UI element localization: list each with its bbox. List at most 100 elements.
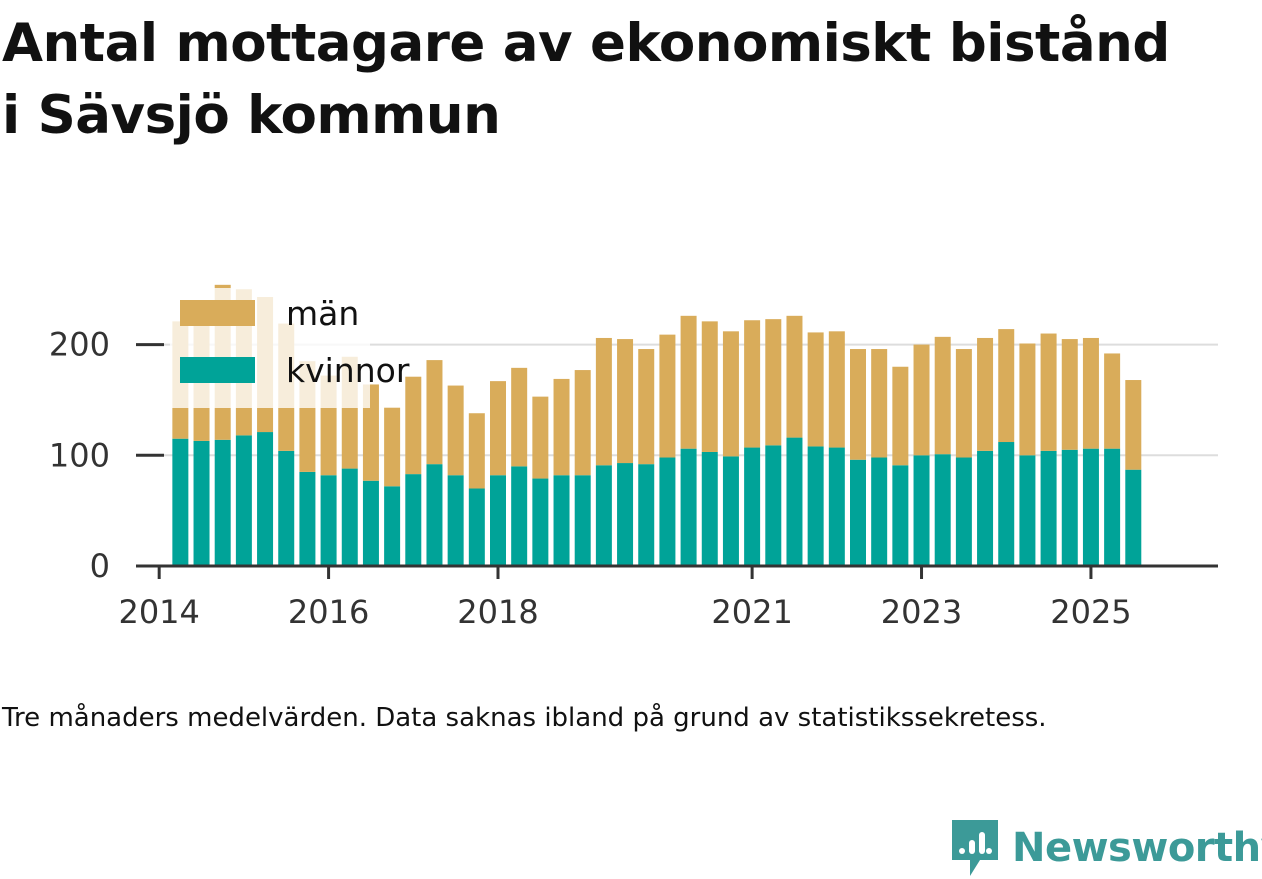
x-tick-label: 2025 <box>1050 593 1131 631</box>
bar-man <box>977 337 994 451</box>
x-tick-label: 2016 <box>288 593 369 631</box>
brand-name: Newsworthy <box>1012 825 1262 871</box>
bar-kvinnor <box>701 451 718 566</box>
bar-kvinnor <box>765 445 782 566</box>
bar-man <box>934 336 951 455</box>
bar-man <box>998 329 1015 443</box>
legend-label-kvinnor: kvinnor <box>286 351 410 390</box>
bar-man <box>595 337 612 466</box>
bar-kvinnor <box>934 454 951 566</box>
bar-man <box>1125 380 1142 470</box>
bar-kvinnor <box>214 439 231 566</box>
bar-man <box>468 413 485 489</box>
bar-kvinnor <box>468 488 485 566</box>
bar-kvinnor <box>871 457 888 566</box>
legend: män kvinnor <box>170 288 410 408</box>
bar-kvinnor <box>617 463 634 566</box>
bar-man <box>828 331 845 448</box>
bar-kvinnor <box>998 442 1015 566</box>
bars <box>172 284 1142 566</box>
bar-kvinnor <box>511 466 528 566</box>
bar-kvinnor <box>595 465 612 566</box>
bar-kvinnor <box>1061 449 1078 566</box>
bar-man <box>1040 333 1057 451</box>
bar-man <box>871 349 888 458</box>
bar-man <box>765 319 782 446</box>
bar-man <box>447 385 464 476</box>
bar-kvinnor <box>447 475 464 566</box>
bar-man <box>1061 339 1078 450</box>
bar-kvinnor <box>257 432 274 566</box>
bar-man <box>1082 337 1099 449</box>
bar-kvinnor <box>341 468 358 566</box>
bar-man <box>426 360 443 465</box>
bar-kvinnor <box>892 465 909 566</box>
bar-man <box>850 349 866 460</box>
bar-kvinnor <box>532 478 549 566</box>
bar-kvinnor <box>235 435 252 566</box>
bar-kvinnor <box>680 448 697 566</box>
bar-man <box>574 370 591 476</box>
bar-kvinnor <box>172 438 189 566</box>
bar-kvinnor <box>955 457 972 566</box>
bar-man <box>638 349 655 465</box>
bar-man <box>1019 343 1036 456</box>
bar-man <box>362 384 379 481</box>
bar-kvinnor <box>1019 455 1036 566</box>
bar-kvinnor <box>1082 448 1099 566</box>
bar-man <box>955 349 972 458</box>
bar-kvinnor <box>913 455 930 566</box>
newsworthy-icon <box>952 820 998 876</box>
y-tick-label: 0 <box>90 547 110 585</box>
bar-kvinnor <box>638 464 655 566</box>
bar-kvinnor <box>553 475 570 566</box>
chart-title: Antal mottagare av ekonomiskt bistånd i … <box>2 8 1260 152</box>
bar-man <box>405 376 422 475</box>
chart-caption: Tre månaders medelvärden. Data saknas ib… <box>2 703 1047 733</box>
bar-kvinnor <box>490 475 506 566</box>
legend-swatch-man <box>180 300 255 326</box>
x-tick-label: 2021 <box>711 593 792 631</box>
bar-kvinnor <box>977 450 994 566</box>
bar-man <box>744 320 761 448</box>
bar-kvinnor <box>807 446 824 566</box>
bar-man <box>553 378 570 476</box>
bar-kvinnor <box>850 459 866 566</box>
bar-kvinnor <box>384 486 401 566</box>
bar-man <box>701 321 718 452</box>
y-tick-label: 100 <box>49 436 110 474</box>
bar-kvinnor <box>1040 450 1057 566</box>
bar-kvinnor <box>786 437 803 566</box>
bar-kvinnor <box>362 480 379 566</box>
bar-kvinnor <box>828 447 845 566</box>
bar-man <box>384 407 401 487</box>
bar-kvinnor <box>193 440 210 566</box>
bar-kvinnor <box>299 471 316 566</box>
bar-man <box>913 344 930 456</box>
legend-swatch-kvinnor <box>180 357 255 383</box>
bar-man <box>680 315 697 449</box>
bar-kvinnor <box>1125 469 1142 566</box>
x-tick-label: 2018 <box>457 593 538 631</box>
bar-kvinnor <box>722 456 739 566</box>
bar-chart: män kvinnor 0 100 200 2014 2016 2018 2021 2023 20… <box>49 284 1218 631</box>
bar-kvinnor <box>659 457 676 566</box>
bar-kvinnor <box>278 450 295 566</box>
y-tick-label: 200 <box>49 326 110 364</box>
bar-man <box>490 381 506 476</box>
bar-kvinnor <box>1104 448 1121 566</box>
newsworthy-logo: Newsworthy <box>950 818 1262 878</box>
bar-kvinnor <box>320 475 337 566</box>
bar-man <box>722 331 739 457</box>
axes: 0 100 200 2014 2016 2018 2021 2023 2025 <box>49 326 1218 631</box>
x-tick-label: 2014 <box>118 593 199 631</box>
bar-kvinnor <box>426 464 443 566</box>
bar-man <box>807 332 824 447</box>
bar-kvinnor <box>574 475 591 566</box>
x-tick-label: 2023 <box>881 593 962 631</box>
legend-label-man: män <box>286 294 359 333</box>
bar-kvinnor <box>744 447 761 566</box>
bar-man <box>1104 353 1121 449</box>
bar-man <box>532 396 549 479</box>
bar-man <box>511 367 528 467</box>
